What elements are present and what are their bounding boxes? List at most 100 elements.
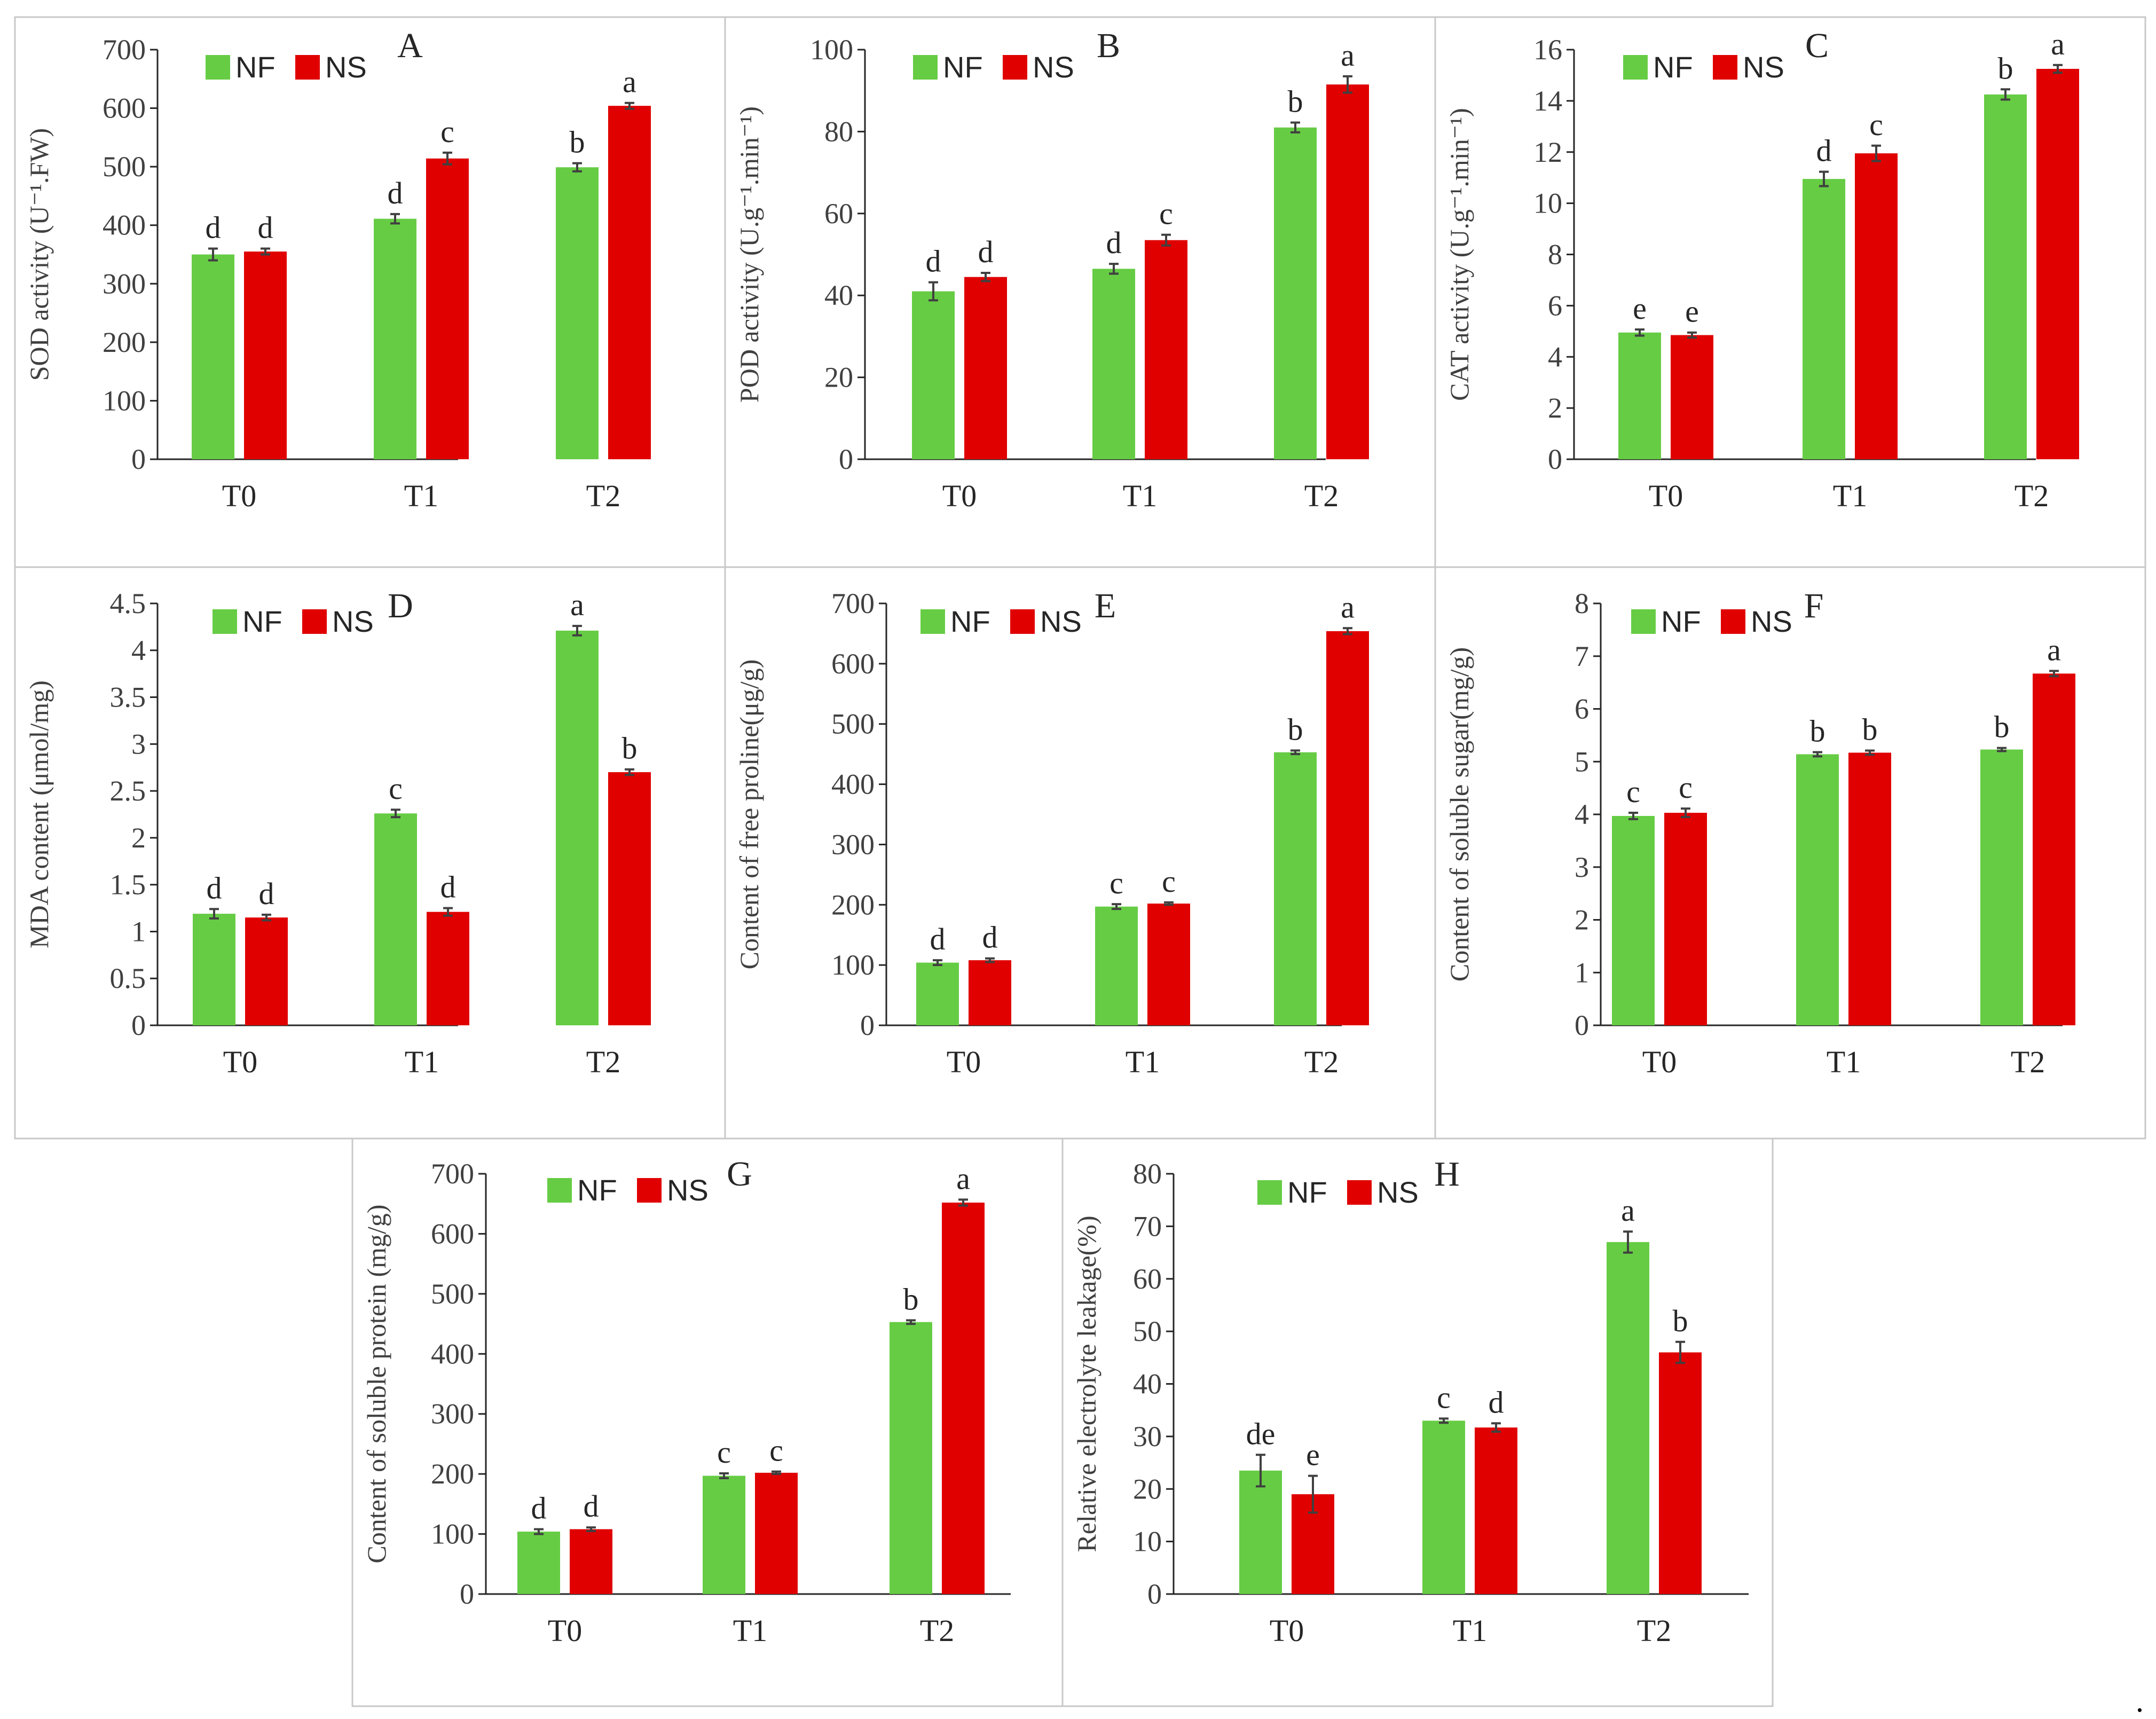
x-category-label: T2 — [1637, 1613, 1671, 1648]
legend-swatch-ns — [1003, 55, 1027, 80]
legend-swatch-nf — [547, 1178, 572, 1203]
bar-ns-t2 — [2036, 68, 2079, 459]
significance-letter: a — [2047, 632, 2061, 667]
significance-letter: d — [982, 920, 998, 955]
legend-label-nf: NF — [1661, 605, 1701, 638]
panel-letter: C — [1805, 26, 1829, 65]
bar-nf-t1 — [1092, 269, 1135, 459]
legend-label-ns: NS — [667, 1173, 709, 1207]
y-tick-label: 400 — [431, 1338, 474, 1370]
panel-h: 0 10 20 30 40 50 60 70 80 T0 T1 T2 Relative electrol… — [1061, 1137, 1774, 1707]
significance-letter: b — [570, 125, 585, 160]
y-tick-label: 3 — [131, 728, 146, 760]
legend-label-ns: NS — [1751, 605, 1792, 638]
bar-ns-t2 — [1326, 631, 1369, 1025]
bar-ns-t1 — [426, 158, 469, 459]
significance-letter: e — [1306, 1438, 1320, 1472]
significance-letter: b — [1673, 1304, 1688, 1338]
bar-nf-t0 — [1618, 332, 1661, 459]
bar-nf-t2 — [556, 167, 599, 459]
panel-letter: G — [727, 1155, 752, 1194]
significance-letter: b — [903, 1282, 919, 1316]
y-axis-title: POD activity (U.g⁻¹.min⁻¹) — [734, 106, 764, 403]
significance-letter: d — [258, 210, 273, 245]
y-tick-label: 400 — [103, 209, 146, 241]
bar-ns-t1 — [1147, 904, 1190, 1025]
bar-ns-t1 — [427, 912, 469, 1025]
bar-nf-t0 — [192, 254, 234, 459]
x-category-label: T0 — [1649, 478, 1683, 513]
y-axis-title: SOD activity (U⁻¹.FW) — [24, 128, 54, 381]
y-tick-label: 700 — [831, 587, 875, 619]
y-tick-label: 4 — [1548, 341, 1562, 373]
panel-frame — [14, 16, 726, 568]
significance-letter: de — [1246, 1416, 1276, 1451]
significance-letter: d — [1106, 225, 1122, 260]
y-axis-title: Relative electrolyte leakage(%) — [1072, 1215, 1101, 1552]
y-tick-label: 1 — [1575, 956, 1589, 988]
legend-swatch-ns — [295, 55, 320, 80]
x-category-label: T2 — [920, 1613, 954, 1648]
legend-swatch-ns — [1721, 609, 1745, 634]
significance-letter: a — [1621, 1193, 1635, 1228]
y-axis-title: Content of free proline(μg/g) — [734, 660, 764, 970]
legend-label-ns: NS — [1040, 605, 1082, 638]
legend-swatch-ns — [1713, 55, 1737, 80]
y-tick-label: 0 — [860, 1009, 875, 1041]
legend-swatch-nf — [1631, 609, 1656, 634]
panel-letter: D — [388, 586, 413, 625]
x-category-label: T0 — [947, 1045, 981, 1079]
legend-swatch-nf — [920, 609, 945, 634]
significance-letter: c — [440, 114, 454, 149]
bar-nf-t0 — [912, 291, 955, 459]
y-tick-label: 5 — [1575, 745, 1589, 778]
y-tick-label: 300 — [431, 1398, 474, 1430]
bar-ns-t2 — [1326, 84, 1369, 459]
bar-nf-t2 — [1274, 752, 1317, 1025]
legend-swatch-ns — [1347, 1180, 1372, 1205]
trailing-period: . — [2136, 1683, 2144, 1718]
panel-f: 0 1 2 3 4 5 6 7 8 T0 T1 T2 Content of soluble sugar(… — [1434, 566, 2146, 1140]
x-category-label: T1 — [404, 478, 438, 513]
x-category-label: T2 — [2015, 478, 2049, 513]
y-axis-title: Content of soluble sugar(mg/g) — [1444, 647, 1474, 982]
y-tick-label: 0 — [839, 443, 853, 475]
significance-letter: b — [622, 731, 638, 766]
y-tick-label: 40 — [1133, 1368, 1162, 1400]
y-tick-label: 700 — [431, 1158, 474, 1190]
legend-label-nf: NF — [943, 50, 983, 84]
y-tick-label: 300 — [103, 268, 146, 300]
y-tick-label: 4.5 — [110, 587, 146, 619]
y-tick-label: 0 — [1548, 443, 1562, 475]
y-tick-label: 1.5 — [110, 869, 146, 901]
significance-letter: b — [1994, 710, 2010, 744]
bar-nf-t1 — [1796, 754, 1839, 1025]
legend-label-ns: NS — [1377, 1175, 1419, 1209]
bar-ns-t1 — [755, 1472, 798, 1594]
panel-frame — [1434, 16, 2146, 568]
bar-ns-t0 — [1671, 335, 1713, 459]
y-tick-label: 0 — [460, 1578, 474, 1610]
panel-d: 0 0.5 1 1.5 2 2.5 3 3.5 4 4.5 T0 T1 T2 MDA content (μ… — [14, 566, 726, 1140]
significance-letter: b — [1288, 84, 1303, 119]
bar-ns-t0 — [244, 252, 287, 459]
significance-letter: b — [1998, 51, 2013, 85]
significance-letter: c — [1159, 197, 1173, 231]
significance-letter: b — [1810, 713, 1825, 748]
significance-letter: d — [388, 176, 403, 210]
bar-nf-t2 — [1980, 749, 2023, 1025]
y-tick-label: 200 — [431, 1458, 474, 1490]
significance-letter: b — [1288, 712, 1303, 747]
bar-ns-t2 — [2033, 673, 2075, 1025]
y-tick-label: 6 — [1548, 289, 1562, 321]
legend-label-ns: NS — [1033, 50, 1074, 84]
panel-frame — [1061, 1137, 1774, 1707]
y-tick-label: 14 — [1533, 85, 1562, 117]
legend-swatch-ns — [1010, 609, 1035, 634]
significance-letter: c — [389, 771, 403, 806]
y-tick-label: 200 — [831, 889, 875, 921]
y-tick-label: 0.5 — [110, 962, 146, 994]
legend-swatch-nf — [913, 55, 938, 80]
bar-ns-t0 — [964, 277, 1007, 459]
